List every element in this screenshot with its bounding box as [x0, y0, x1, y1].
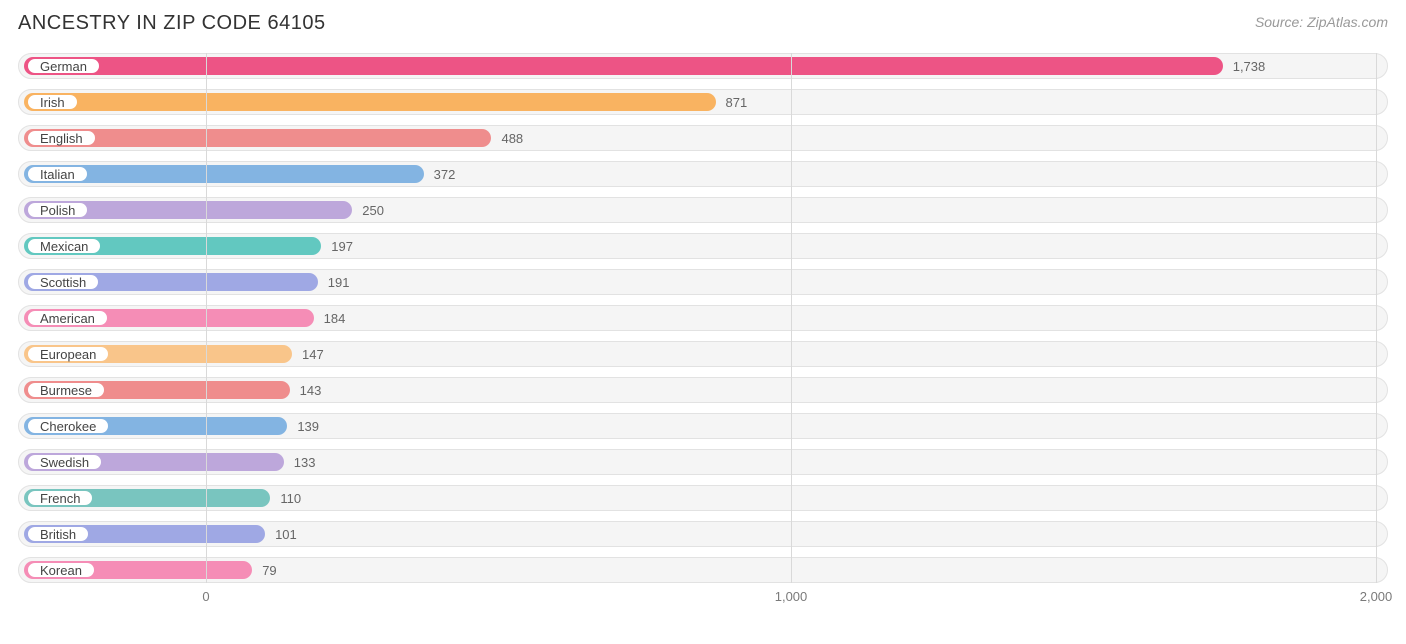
bar-value: 191	[318, 269, 350, 295]
chart-source: Source: ZipAtlas.com	[1255, 14, 1388, 30]
bar-row: Irish 871	[18, 89, 1388, 115]
bar-row: English 488	[18, 125, 1388, 151]
bar-label: Polish	[26, 201, 89, 219]
bar-label: Scottish	[26, 273, 100, 291]
bar-label: European	[26, 345, 110, 363]
x-tick-label: 1,000	[775, 589, 808, 604]
bar-value: 488	[491, 125, 523, 151]
bar-value: 139	[287, 413, 319, 439]
gridline	[206, 53, 207, 583]
bar-value: 143	[290, 377, 322, 403]
bar-row: French 110	[18, 485, 1388, 511]
plot-area: German 1,738 Irish 871 English 488 Italian 372 P…	[18, 53, 1388, 583]
bar-row: Polish 250	[18, 197, 1388, 223]
bar-label: Irish	[26, 93, 79, 111]
bar-label: Italian	[26, 165, 89, 183]
bar-value: 1,738	[1223, 53, 1266, 79]
bar-value: 184	[314, 305, 346, 331]
bar-label: British	[26, 525, 90, 543]
chart-container: ANCESTRY IN ZIP CODE 64105 Source: ZipAt…	[0, 0, 1406, 644]
bar-label: American	[26, 309, 109, 327]
gridline	[791, 53, 792, 583]
bar-value: 871	[716, 89, 748, 115]
bar-row: European 147	[18, 341, 1388, 367]
bar-label: Korean	[26, 561, 96, 579]
bar-row: Scottish 191	[18, 269, 1388, 295]
bar-value: 147	[292, 341, 324, 367]
bar-fill	[24, 57, 1223, 75]
bar-row: Mexican 197	[18, 233, 1388, 259]
bar-row: Cherokee 139	[18, 413, 1388, 439]
bar-value: 133	[284, 449, 316, 475]
x-axis: 01,0002,000	[18, 587, 1388, 611]
bar-label: English	[26, 129, 97, 147]
chart-header: ANCESTRY IN ZIP CODE 64105 Source: ZipAt…	[18, 12, 1388, 35]
bar-value: 250	[352, 197, 384, 223]
chart-title: ANCESTRY IN ZIP CODE 64105	[18, 12, 326, 35]
bar-row: British 101	[18, 521, 1388, 547]
gridline	[1376, 53, 1377, 583]
bar-row: Italian 372	[18, 161, 1388, 187]
bar-value: 79	[252, 557, 276, 583]
bar-label: Cherokee	[26, 417, 110, 435]
bar-label: Mexican	[26, 237, 102, 255]
bar-row: Swedish 133	[18, 449, 1388, 475]
bar-label: German	[26, 57, 101, 75]
bar-value: 197	[321, 233, 353, 259]
bar-value: 101	[265, 521, 297, 547]
bar-label: French	[26, 489, 94, 507]
bar-row: Burmese 143	[18, 377, 1388, 403]
bar-value: 110	[270, 485, 301, 511]
bar-label: Burmese	[26, 381, 106, 399]
bar-row: Korean 79	[18, 557, 1388, 583]
bar-row: German 1,738	[18, 53, 1388, 79]
x-tick-label: 2,000	[1360, 589, 1393, 604]
bar-value: 372	[424, 161, 456, 187]
bar-label: Swedish	[26, 453, 103, 471]
bar-row: American 184	[18, 305, 1388, 331]
bar-fill	[24, 93, 716, 111]
x-tick-label: 0	[202, 589, 209, 604]
